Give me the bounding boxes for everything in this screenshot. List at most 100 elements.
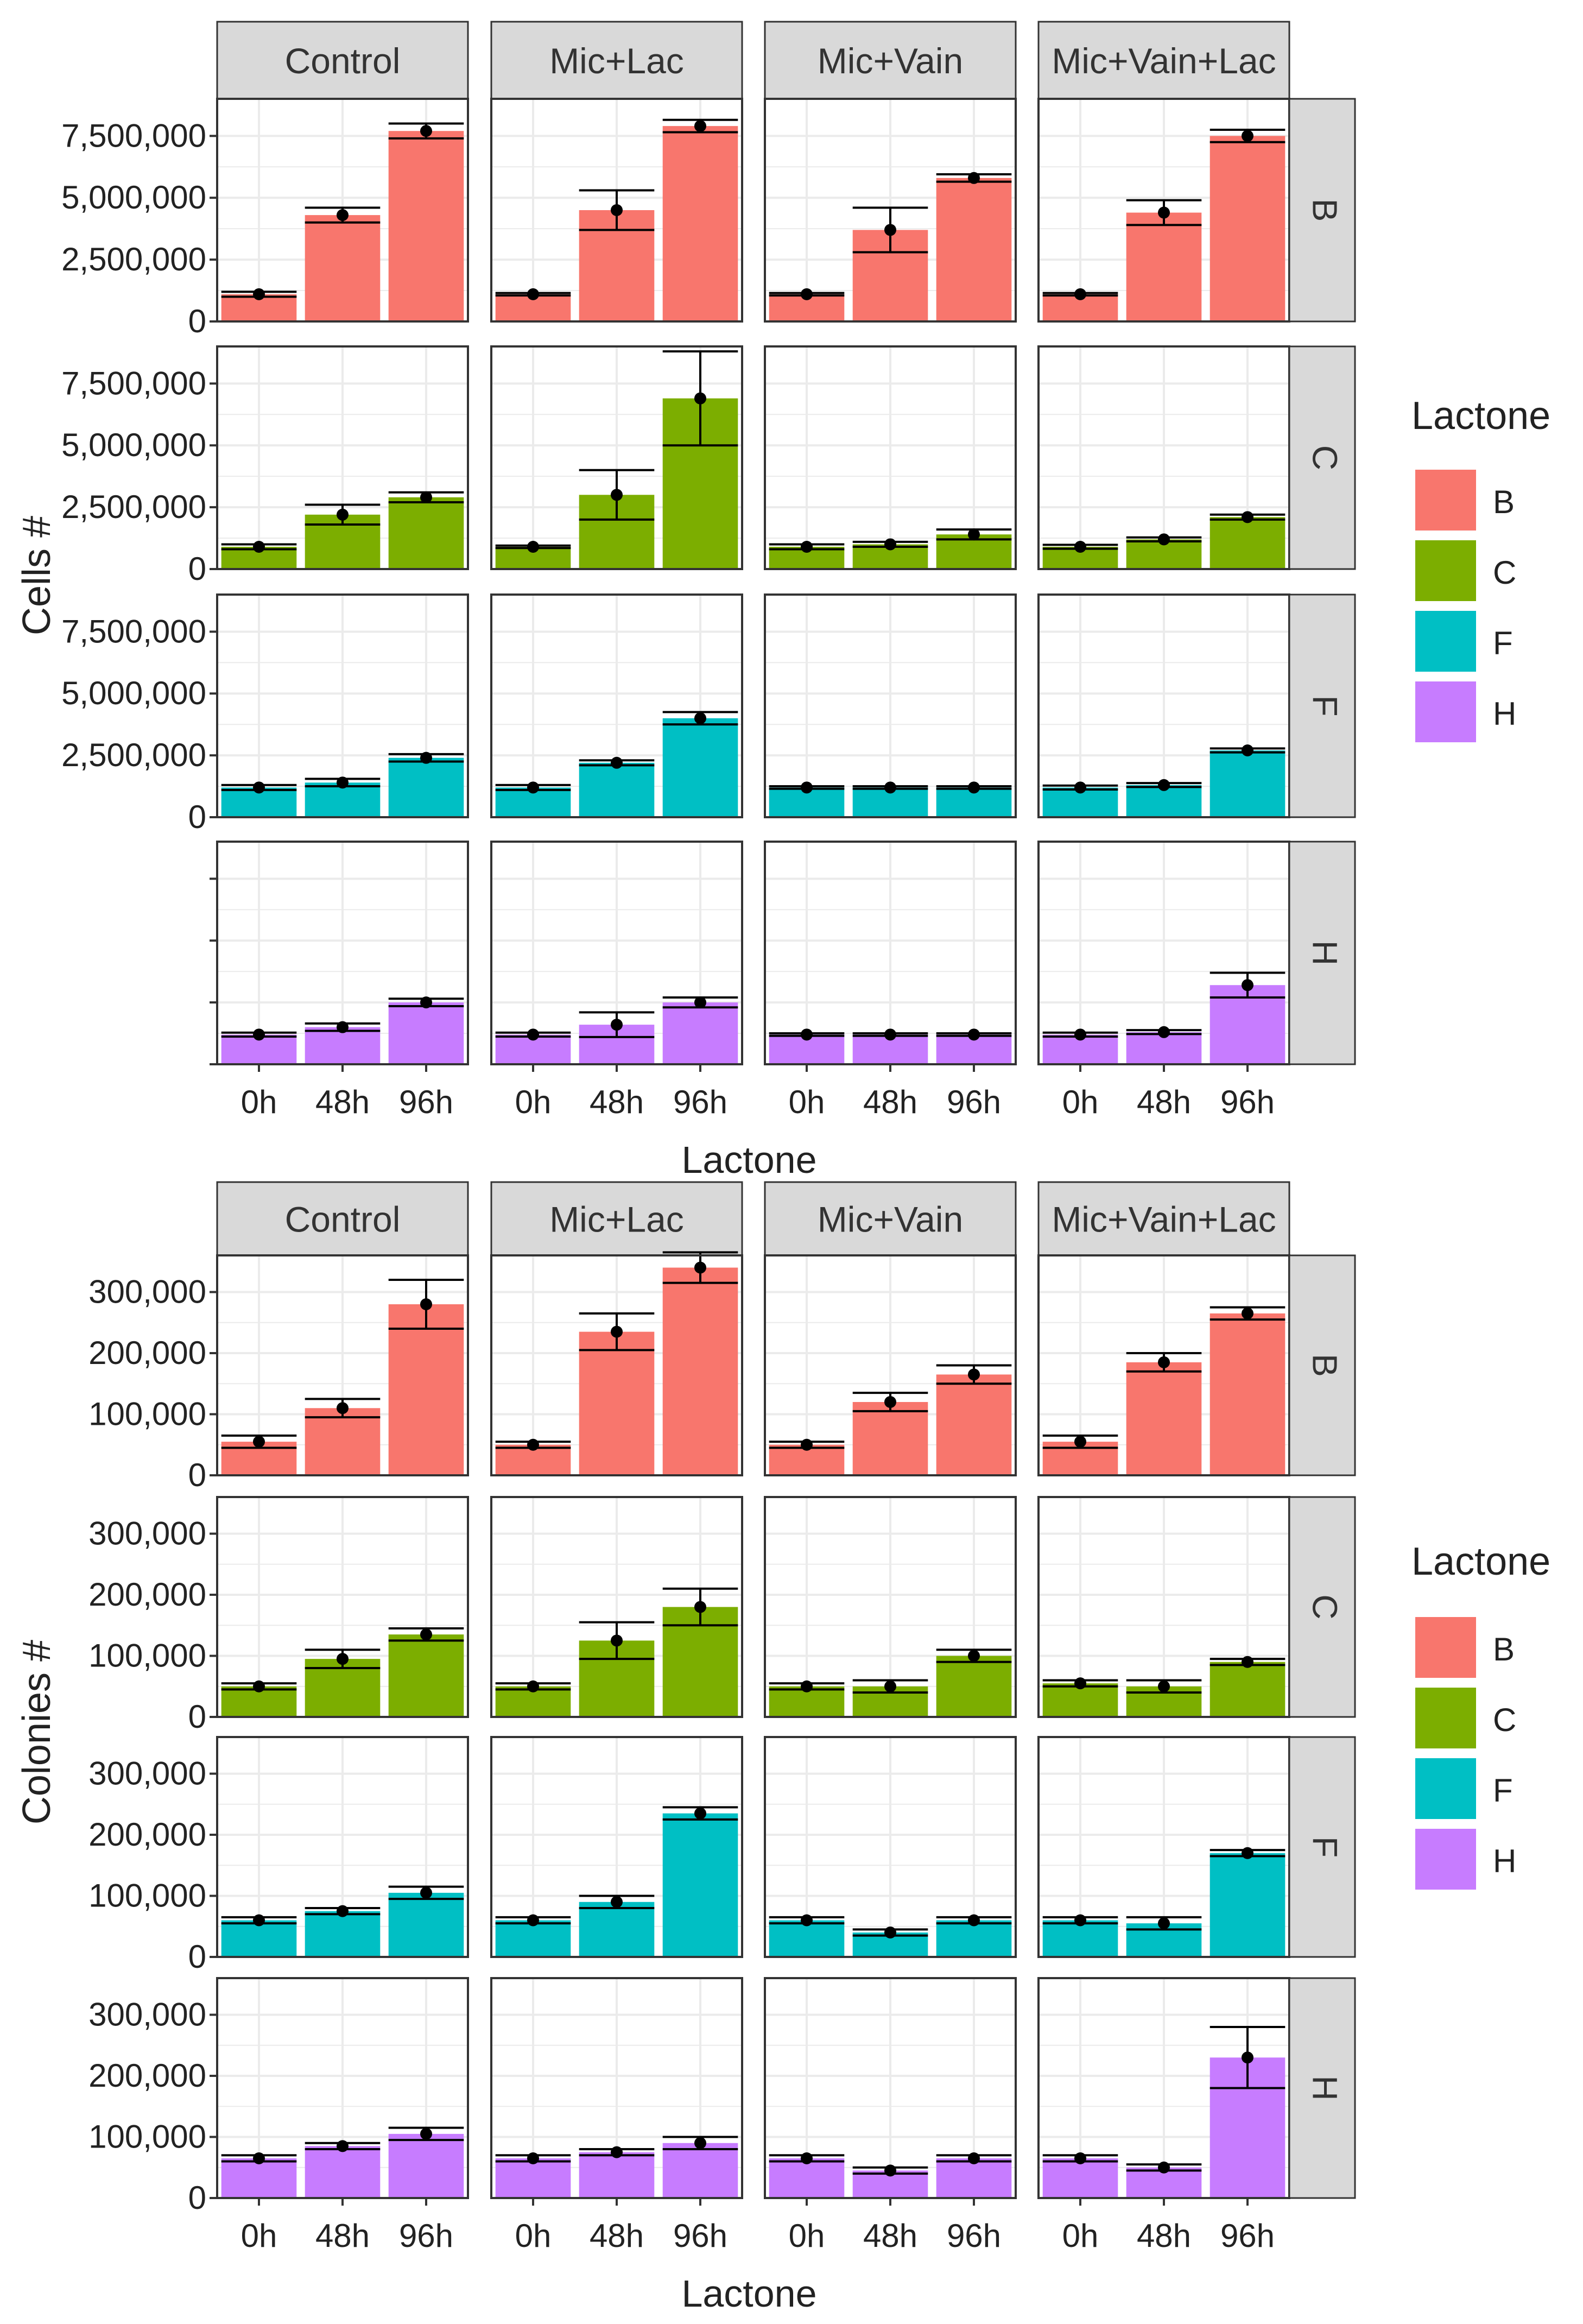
mean-point xyxy=(1074,1436,1086,1448)
mean-point xyxy=(527,2152,539,2164)
mean-point xyxy=(801,1914,813,1927)
legend-swatch-H xyxy=(1415,681,1476,742)
facet-panel xyxy=(1037,1977,1290,2199)
mean-point xyxy=(420,1886,432,1899)
mean-point xyxy=(527,1438,539,1451)
legend-label: H xyxy=(1493,696,1516,732)
panel-border xyxy=(490,593,743,818)
bar-B-48h xyxy=(1126,1362,1202,1475)
facet-panel xyxy=(490,98,743,323)
y-tick-label: 300,000 xyxy=(88,1997,206,2033)
y-tick-label: 5,000,000 xyxy=(61,179,206,216)
facet-panel xyxy=(764,1496,1017,1718)
facet-strip-row-label: F xyxy=(1306,1836,1345,1858)
facet-panel xyxy=(490,1496,743,1718)
facet-strip-label: Mic+Vain+Lac xyxy=(1052,1199,1276,1240)
mean-point xyxy=(968,1028,980,1041)
y-tick-label: 200,000 xyxy=(88,2057,206,2094)
bar-F-96h xyxy=(662,1813,738,1957)
mean-point xyxy=(253,1680,265,1693)
facet-panel xyxy=(216,841,469,1065)
mean-point xyxy=(968,1368,980,1381)
facet-strip-label: Mic+Lac xyxy=(549,1199,684,1240)
mean-point xyxy=(1158,533,1170,546)
facet-panel xyxy=(764,345,1017,570)
mean-point xyxy=(420,125,432,137)
mean-point xyxy=(884,1396,896,1408)
x-tick-label: 96h xyxy=(399,1084,453,1120)
mean-point xyxy=(801,1680,813,1693)
mean-point xyxy=(801,1028,813,1041)
x-tick-label: 48h xyxy=(315,1084,370,1120)
legend-swatch-B xyxy=(1415,470,1476,531)
legend-swatch-H xyxy=(1415,1829,1476,1890)
mean-point xyxy=(884,224,896,236)
bar-B-96h xyxy=(1210,136,1286,322)
panel-border xyxy=(216,98,469,323)
mean-point xyxy=(884,1680,896,1693)
bar-B-48h xyxy=(1126,212,1202,321)
mean-point xyxy=(527,1028,539,1041)
mean-point xyxy=(1074,288,1086,300)
facet-strip-row xyxy=(1288,1254,1356,1476)
x-tick-label: 48h xyxy=(863,2218,917,2254)
facet-figure-1: Control Mic+Lac Mic+Vain Mic+Vain+Lac 0 2,500… xyxy=(15,21,1550,1181)
mean-point xyxy=(1074,2152,1086,2164)
x-tick-label: 96h xyxy=(1220,2218,1275,2254)
y-tick-label: 2,500,000 xyxy=(61,241,206,277)
bar-C-96h xyxy=(1210,1662,1286,1717)
facet-panel xyxy=(216,1736,469,1958)
facet-strip-column xyxy=(490,1181,743,1256)
facet-panel xyxy=(1037,1496,1290,1718)
y-tick-label: 100,000 xyxy=(88,1396,206,1432)
facet-strip-row xyxy=(1288,841,1356,1065)
y-tick-label: 0 xyxy=(188,1938,206,1975)
y-tick-label: 200,000 xyxy=(88,1576,206,1613)
mean-point xyxy=(1242,1307,1253,1319)
facet-strip-label: Control xyxy=(285,41,401,81)
mean-point xyxy=(694,1261,706,1274)
mean-point xyxy=(801,781,813,794)
bar-H-96h xyxy=(388,2133,464,2198)
y-tick-label: 0 xyxy=(188,1698,206,1735)
facet-strip-row xyxy=(1288,1977,1356,2199)
mean-point xyxy=(420,1628,432,1641)
facet-panel xyxy=(490,1977,743,2199)
bar-B-96h xyxy=(388,131,464,321)
facet-strip-row-label: H xyxy=(1306,940,1345,965)
x-tick-label: 0h xyxy=(789,1084,825,1120)
facet-panel xyxy=(216,1496,469,1718)
mean-point xyxy=(253,781,265,794)
facet-panel xyxy=(216,593,469,818)
facet-panel xyxy=(764,1254,1017,1476)
mean-point xyxy=(253,1436,265,1448)
mean-point xyxy=(420,996,432,1009)
facet-panel xyxy=(490,1736,743,1958)
bar-F-96h xyxy=(1210,750,1286,817)
bar-H-96h xyxy=(662,1002,738,1064)
panel-border xyxy=(216,1254,469,1476)
bar-H-0h xyxy=(495,2158,571,2198)
facet-panel xyxy=(216,345,469,570)
y-axis-title: Colonies # xyxy=(15,1640,59,1824)
mean-point xyxy=(694,1807,706,1820)
mean-point xyxy=(527,1914,539,1927)
facet-strip-row-label: B xyxy=(1306,199,1345,222)
facet-strip-column xyxy=(764,21,1017,100)
facet-panel xyxy=(490,1251,743,1476)
mean-point xyxy=(884,781,896,794)
bar-B-48h xyxy=(579,1331,655,1475)
mean-point xyxy=(1242,1656,1253,1668)
bar-H-48h xyxy=(305,1027,381,1064)
mean-point xyxy=(968,528,980,541)
facet-panel xyxy=(490,841,743,1065)
panel-border xyxy=(490,1254,743,1476)
mean-point xyxy=(694,392,706,405)
bar-B-96h xyxy=(662,1267,738,1475)
mean-point xyxy=(253,288,265,300)
panel-border xyxy=(764,98,1017,323)
facet-strip-label: Mic+Vain xyxy=(818,41,963,81)
facet-strip-row-label: B xyxy=(1306,1354,1345,1377)
mean-point xyxy=(611,2146,623,2158)
